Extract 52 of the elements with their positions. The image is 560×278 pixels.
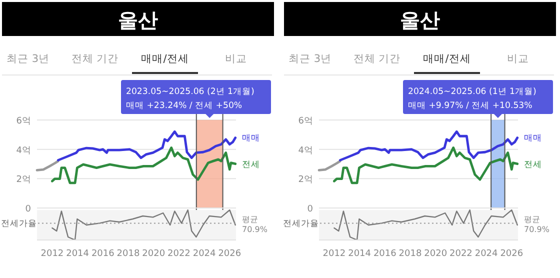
text: 매매 +23.24% / 전세 +50% bbox=[126, 101, 242, 111]
chart-title: 울산 bbox=[118, 8, 158, 32]
ref-line-label: 평균 70.9% bbox=[242, 215, 268, 234]
x-tick-label: 2014 bbox=[66, 249, 90, 259]
text: 매매 +9.97% / 전세 +10.53% bbox=[408, 101, 532, 111]
text: 최근 3년 bbox=[288, 53, 332, 65]
text: 비교 bbox=[225, 53, 247, 65]
x-tick-label: 2020 bbox=[142, 249, 166, 259]
x-tick-label: 2018 bbox=[398, 249, 422, 259]
y-tick-label: 2억 bbox=[16, 175, 31, 186]
x-tick-label: 2012 bbox=[322, 249, 346, 259]
line-series bbox=[338, 130, 519, 162]
text: 매매/전세 bbox=[423, 53, 471, 65]
series-label: 전세 bbox=[524, 160, 542, 170]
y-axis-title: 전세가율 bbox=[283, 219, 319, 230]
y-tick-label: 4억 bbox=[298, 146, 313, 156]
text: 2023.05~2025.06 (2년 1개월) bbox=[126, 87, 254, 97]
x-tick-label: 2024 bbox=[474, 249, 498, 259]
line-series bbox=[51, 146, 237, 184]
x-tick-label: 2012 bbox=[40, 249, 64, 259]
line-series bbox=[318, 160, 342, 172]
x-tick-label: 2022 bbox=[450, 249, 472, 259]
y-tick-label: 6억 bbox=[298, 116, 313, 126]
text: 최근 3년 bbox=[6, 53, 50, 65]
text: 전체 기간 bbox=[353, 53, 401, 65]
text: 2024.05~2025.06 (1년 1개월) bbox=[408, 87, 536, 97]
ref-line-label: 평균 70.9% bbox=[524, 215, 550, 234]
x-tick-label: 2016 bbox=[91, 249, 115, 259]
x-tick-label: 2026 bbox=[500, 249, 524, 259]
x-tick-label: 2024 bbox=[192, 249, 216, 259]
series-label: 매매 bbox=[524, 134, 542, 144]
x-tick-label: 2018 bbox=[116, 249, 140, 259]
y-tick-label: 6억 bbox=[16, 116, 31, 126]
line-series bbox=[333, 146, 519, 184]
x-tick-label: 2014 bbox=[348, 249, 372, 259]
series-label: 전세 bbox=[242, 160, 260, 170]
text: 전체 기간 bbox=[71, 53, 119, 65]
y-tick-label: 4억 bbox=[16, 146, 31, 156]
text: 매매/전세 bbox=[141, 53, 189, 65]
y-axis-title: 전세가율 bbox=[1, 219, 37, 230]
line-series bbox=[36, 160, 60, 172]
y-tick-label: 0 bbox=[307, 204, 314, 214]
y-tick-label: 2억 bbox=[298, 175, 313, 186]
x-tick-label: 2016 bbox=[373, 249, 397, 259]
text: 비교 bbox=[507, 53, 529, 65]
x-tick-label: 2026 bbox=[218, 249, 242, 259]
series-label: 매매 bbox=[242, 134, 260, 144]
y-tick-label: 0 bbox=[25, 204, 32, 214]
x-tick-label: 2020 bbox=[424, 249, 448, 259]
x-tick-label: 2022 bbox=[168, 249, 190, 259]
line-series bbox=[56, 130, 237, 162]
chart-title: 울산 bbox=[400, 8, 440, 32]
